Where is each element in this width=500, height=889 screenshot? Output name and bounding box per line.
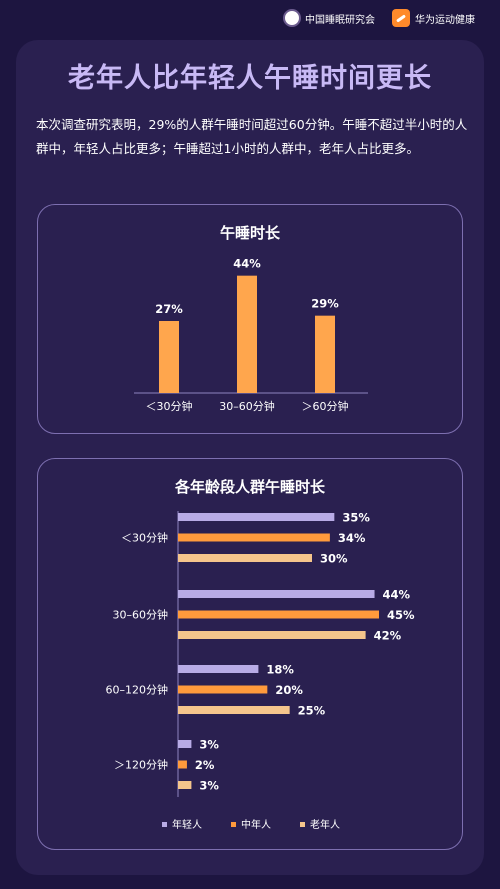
tick-label: ＞60分钟 <box>302 399 349 413</box>
data-label: 44% <box>233 257 261 271</box>
tick-label: 60–120分钟 <box>106 683 169 697</box>
page-title: 老年人比年轻人午睡时间更长 <box>68 63 432 94</box>
age-group-chart: 35% 34% 30% ＜30分钟 44% 45% 42% 30–60分钟 18% 20% 25% 6… <box>106 511 416 832</box>
data-label: 18% <box>266 663 294 677</box>
top-bar: 中国睡眠研究会 华为运动健康 <box>0 0 500 38</box>
bar <box>178 513 335 521</box>
chart2-title: 各年龄段人群午睡时长 <box>174 478 325 496</box>
data-label: 3% <box>199 779 219 793</box>
tick-label: ＜30分钟 <box>146 399 193 413</box>
org-huawei-health: 华为运动健康 <box>392 9 475 27</box>
bar <box>178 631 366 639</box>
bar <box>178 685 268 694</box>
org2-label: 华为运动健康 <box>415 14 475 26</box>
bar <box>178 781 192 789</box>
bar <box>178 554 312 562</box>
sleep-research-logo-icon <box>283 9 301 27</box>
data-label: 30% <box>320 552 348 566</box>
bar <box>178 665 259 673</box>
legend-swatch <box>162 822 167 827</box>
tick-label: 30–60分钟 <box>113 608 169 622</box>
data-label: 29% <box>311 297 339 311</box>
chart-panel-age-groups: 各年龄段人群午睡时长 35% 34% 30% ＜30分钟 44% 45% 42% 30–60分… <box>37 458 463 850</box>
data-label: 20% <box>275 683 303 697</box>
chart-panel-nap-duration: 午睡时长 27% ＜30分钟 44% 30–60分钟 29% ＞60分钟 <box>37 204 463 434</box>
tick-label: 30–60分钟 <box>219 399 275 413</box>
data-label: 42% <box>374 629 402 643</box>
chart1-title: 午睡时长 <box>219 224 280 242</box>
data-label: 34% <box>338 531 366 545</box>
content-card <box>16 40 484 875</box>
legend-label: 老年人 <box>310 818 340 831</box>
legend-swatch <box>231 822 236 827</box>
bar <box>178 706 290 714</box>
legend-label: 中年人 <box>241 818 271 831</box>
bar <box>237 275 257 393</box>
tick-label: ＞120分钟 <box>114 758 168 772</box>
nap-duration-chart: 27% ＜30分钟 44% 30–60分钟 29% ＞60分钟 <box>134 257 368 413</box>
data-label: 25% <box>298 704 326 718</box>
org1-label: 中国睡眠研究会 <box>305 14 375 26</box>
data-label: 44% <box>383 588 411 602</box>
data-label: 2% <box>195 758 215 772</box>
tick-label: ＜30分钟 <box>121 531 168 545</box>
description: 本次调查研究表明，29%的人群午睡时间超过60分钟。午睡不超过半小时的人群中，年… <box>36 117 468 156</box>
bar <box>315 315 335 393</box>
data-label: 3% <box>199 738 219 752</box>
huawei-health-logo-icon <box>392 9 410 27</box>
bar <box>178 590 375 598</box>
org-sleep-research: 中国睡眠研究会 <box>283 9 375 27</box>
legend-label: 年轻人 <box>172 818 202 831</box>
bar <box>178 760 187 769</box>
bar <box>178 610 379 619</box>
legend-swatch <box>300 822 305 827</box>
data-label: 35% <box>342 511 370 525</box>
data-label: 27% <box>155 302 183 316</box>
bar <box>178 533 330 542</box>
bar <box>159 321 179 393</box>
bar <box>178 740 192 748</box>
data-label: 45% <box>387 608 415 622</box>
